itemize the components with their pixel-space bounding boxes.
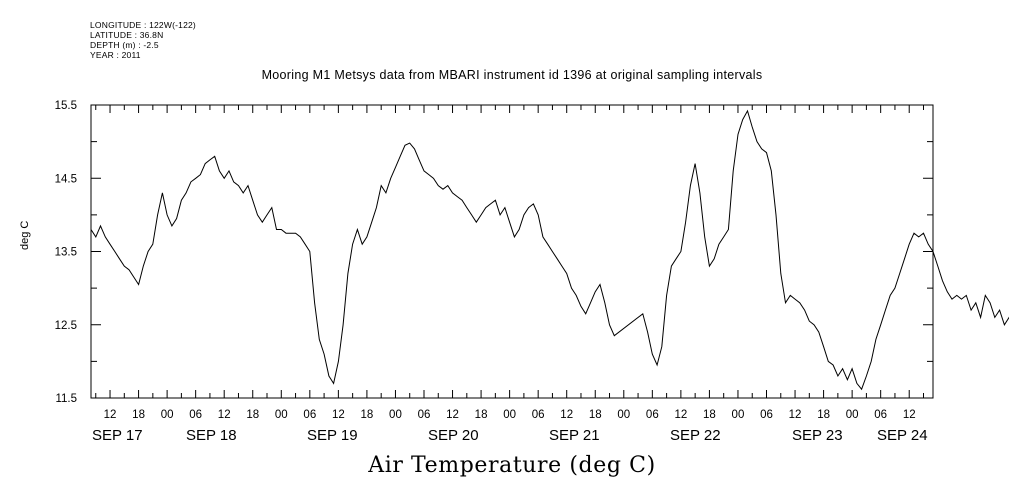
x-tick-label: 12 xyxy=(104,409,117,421)
x-tick-label: 18 xyxy=(475,409,488,421)
x-tick-label: 18 xyxy=(817,409,830,421)
x-tick-label: 06 xyxy=(303,409,316,421)
x-tick-label: 18 xyxy=(246,409,259,421)
y-tick-label: 15.5 xyxy=(55,100,77,112)
x-tick-label: 18 xyxy=(589,409,602,421)
x-tick-label: 12 xyxy=(218,409,231,421)
y-tick-label: 12.5 xyxy=(55,320,77,332)
x-tick-label: 06 xyxy=(874,409,887,421)
x-tick-label: 00 xyxy=(389,409,402,421)
date-label: SEP 19 xyxy=(307,427,358,444)
x-tick-label: 12 xyxy=(674,409,687,421)
longitude-label: LONGITUDE : 122W(-122) xyxy=(90,20,196,30)
x-tick-label: 18 xyxy=(703,409,716,421)
x-tick-label: 00 xyxy=(846,409,859,421)
date-label: SEP 24 xyxy=(877,427,928,444)
date-label: SEP 23 xyxy=(792,427,843,444)
x-tick-label: 06 xyxy=(532,409,545,421)
latitude-label: LATITUDE : 36.8N xyxy=(90,30,164,40)
chart-title: Mooring M1 Metsys data from MBARI instru… xyxy=(261,68,763,82)
date-label: SEP 22 xyxy=(670,427,721,444)
date-label: SEP 17 xyxy=(92,427,143,444)
x-tick-label: 06 xyxy=(760,409,773,421)
date-label: SEP 21 xyxy=(549,427,600,444)
year-label: YEAR : 2011 xyxy=(90,50,141,60)
x-tick-label: 00 xyxy=(275,409,288,421)
x-tick-label: 12 xyxy=(789,409,802,421)
x-tick-label: 06 xyxy=(189,409,202,421)
y-tick-label: 14.5 xyxy=(55,173,77,185)
x-tick-label: 00 xyxy=(503,409,516,421)
date-label: SEP 18 xyxy=(186,427,237,444)
x-tick-label: 12 xyxy=(560,409,573,421)
y-tick-label: 11.5 xyxy=(55,393,77,405)
x-axis-title: Air Temperature (deg C) xyxy=(368,453,656,478)
plot-frame xyxy=(90,104,934,399)
date-label: SEP 20 xyxy=(428,427,479,444)
x-tick-label: 06 xyxy=(418,409,431,421)
x-tick-label: 00 xyxy=(732,409,745,421)
x-tick-label: 12 xyxy=(903,409,916,421)
depth-label: DEPTH (m) : -2.5 xyxy=(90,40,159,50)
x-tick-label: 00 xyxy=(161,409,174,421)
air-temperature-series-line xyxy=(90,109,1009,391)
y-tick-label: 13.5 xyxy=(55,247,77,259)
x-tick-label: 12 xyxy=(332,409,345,421)
x-tick-label: 06 xyxy=(646,409,659,421)
x-tick-label: 00 xyxy=(617,409,630,421)
x-tick-label: 12 xyxy=(446,409,459,421)
x-tick-label: 18 xyxy=(361,409,374,421)
x-tick-label: 18 xyxy=(132,409,145,421)
station-metadata: LONGITUDE : 122W(-122) LATITUDE : 36.8N … xyxy=(90,20,196,60)
